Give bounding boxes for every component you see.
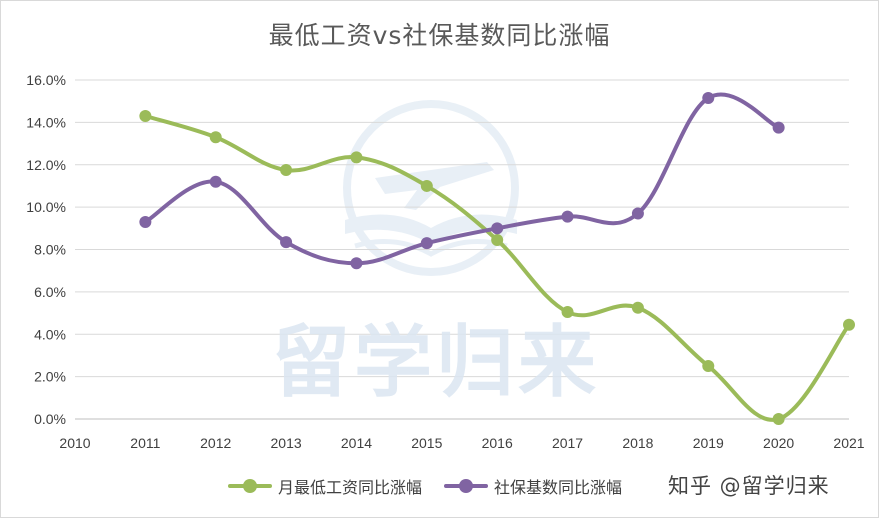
- y-tick-label: 4.0%: [34, 326, 66, 342]
- series-markers: [139, 92, 855, 425]
- data-point-series-2: [350, 257, 363, 270]
- data-point-series-1: [139, 110, 152, 123]
- legend-item-series-2: 社保基数同比涨幅: [444, 474, 622, 498]
- x-tick-label: 2020: [763, 435, 794, 451]
- chart-title: 最低工资vs社保基数同比涨幅: [268, 21, 611, 50]
- legend-item-series-1: 月最低工资同比涨幅: [228, 474, 422, 498]
- data-point-series-2: [209, 175, 222, 188]
- x-tick-label: 2010: [59, 435, 90, 451]
- data-point-series-1: [561, 306, 574, 319]
- x-tick-label: 2016: [482, 435, 513, 451]
- series-lines: [143, 92, 851, 422]
- watermark-text: 留学归来: [272, 318, 601, 408]
- data-point-series-2: [139, 215, 152, 228]
- data-point-series-1: [420, 179, 433, 192]
- data-point-series-1: [772, 413, 785, 425]
- y-tick-label: 16.0%: [26, 72, 66, 88]
- data-point-series-1: [209, 131, 222, 144]
- x-tick-label: 2013: [271, 435, 302, 451]
- x-tick-label: 2021: [833, 435, 864, 451]
- y-tick-label: 12.0%: [26, 157, 66, 173]
- legend-swatch-series-1: [228, 479, 272, 493]
- data-point-series-2: [561, 210, 574, 223]
- y-tick-label: 14.0%: [26, 114, 66, 130]
- y-tick-label: 8.0%: [34, 242, 66, 258]
- data-point-series-2: [702, 92, 715, 105]
- tick-labels: 0.0% 2.0% 4.0% 6.0% 8.0% 10.0% 12.0% 14.0% 16.0%…: [26, 72, 864, 451]
- legend-swatch-series-2: [444, 479, 489, 493]
- data-point-series-1: [350, 151, 363, 164]
- x-tick-label: 2015: [411, 435, 442, 451]
- y-tick-label: 2.0%: [34, 369, 66, 385]
- legend-marker-series-1: [243, 479, 257, 493]
- source-credit: 知乎 @留学归来: [668, 474, 830, 498]
- x-tick-label: 2018: [622, 435, 653, 451]
- data-point-series-2: [772, 121, 785, 134]
- x-tick-label: 2011: [130, 435, 160, 451]
- y-tick-label: 6.0%: [34, 284, 66, 300]
- series-line-1: [143, 114, 851, 422]
- x-tick-label: 2017: [552, 435, 583, 451]
- data-point-series-1: [631, 301, 644, 314]
- legend-label-series-1: 月最低工资同比涨幅: [278, 478, 423, 497]
- series-line-2: [143, 92, 781, 266]
- data-point-series-2: [420, 237, 433, 250]
- legend-marker-series-2: [459, 479, 474, 493]
- data-point-series-1: [702, 360, 715, 373]
- data-point-series-2: [280, 236, 293, 249]
- data-point-series-1: [280, 164, 293, 177]
- data-point-series-2: [631, 207, 644, 220]
- legend: 月最低工资同比涨幅 社保基数同比涨幅: [228, 473, 622, 499]
- data-point-series-1: [843, 318, 855, 331]
- y-tick-label: 0.0%: [34, 411, 66, 427]
- x-tick-label: 2012: [200, 435, 231, 451]
- data-point-series-2: [491, 222, 504, 235]
- data-point-series-1: [491, 233, 504, 246]
- y-tick-label: 10.0%: [26, 199, 66, 215]
- x-tick-label: 2019: [693, 435, 724, 451]
- legend-label-series-2: 社保基数同比涨幅: [494, 478, 623, 497]
- x-tick-label: 2014: [341, 435, 372, 451]
